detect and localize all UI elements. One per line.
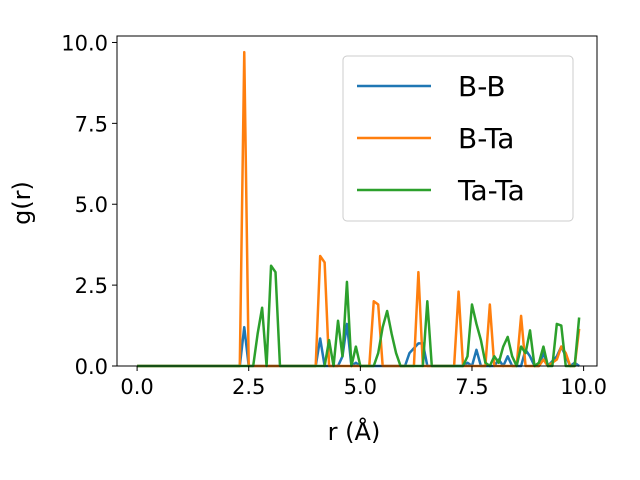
legend-label-ta-ta: Ta-Ta xyxy=(457,174,525,207)
legend-label-b-b: B-B xyxy=(458,70,506,103)
x-tick-label: 0.0 xyxy=(120,375,153,399)
y-tick-label: 0.0 xyxy=(75,355,108,379)
legend-box xyxy=(342,55,574,222)
x-tick-label: 10.0 xyxy=(560,375,607,399)
x-axis: 0.0 2.5 5.0 7.5 10.0 xyxy=(120,366,607,399)
y-tick-label: 5.0 xyxy=(75,193,108,217)
y-tick-label: 2.5 xyxy=(75,274,108,298)
legend-label-b-ta: B-Ta xyxy=(458,122,514,155)
y-tick-label: 10.0 xyxy=(61,31,108,55)
y-axis: 0.0 2.5 5.0 7.5 10.0 xyxy=(61,31,117,379)
y-tick-label: 7.5 xyxy=(75,112,108,136)
plot-frame xyxy=(116,35,598,367)
x-axis-label: r (Å) xyxy=(328,417,381,446)
legend: B-B B-Ta Ta-Ta xyxy=(342,55,574,222)
x-tick-label: 7.5 xyxy=(455,375,488,399)
x-tick-label: 2.5 xyxy=(232,375,265,399)
x-tick-label: 5.0 xyxy=(344,375,377,399)
y-axis-label: g(r) xyxy=(8,181,36,225)
